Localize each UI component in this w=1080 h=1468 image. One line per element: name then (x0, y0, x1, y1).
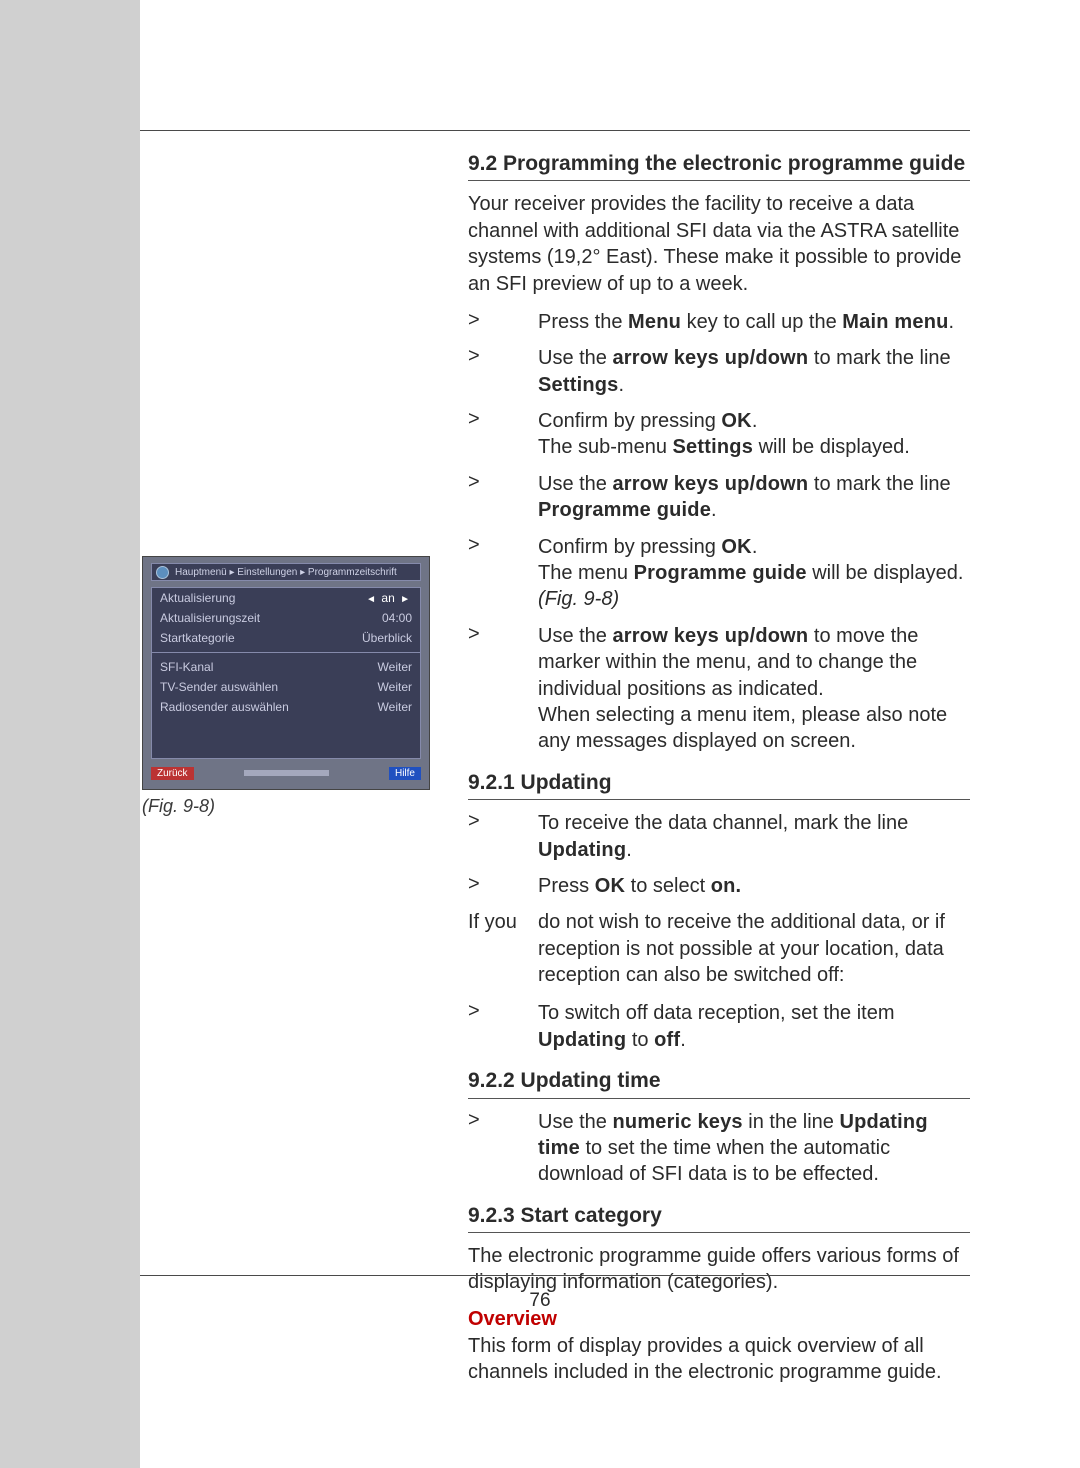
content-column: 9.2 Programming the electronic programme… (468, 150, 970, 1398)
overview-paragraph: This form of display provides a quick ov… (468, 1333, 970, 1386)
screenshot-separator (152, 652, 420, 653)
step-text: Confirm by pressing OK.The sub-menu Sett… (538, 408, 910, 461)
screenshot-row: TV-Sender auswählen Weiter (152, 677, 420, 697)
footer-bar (244, 770, 329, 776)
screenshot-row: Aktualisierungszeit 04:00 (152, 608, 420, 628)
step-text: Use the numeric keys in the line Updatin… (538, 1109, 970, 1188)
screenshot-row-value: Weiter (378, 700, 412, 714)
no-receive-paragraph: If you do not wish to receive the additi… (468, 909, 970, 988)
step-text: To receive the data channel, mark the li… (538, 810, 970, 863)
rule-top (140, 130, 970, 131)
step-text: Use the arrow keys up/down to move the m… (538, 623, 970, 755)
screenshot-row-label: TV-Sender auswählen (160, 680, 278, 694)
footer-help-button: Hilfe (389, 767, 421, 780)
screenshot-row: Startkategorie Überblick (152, 628, 420, 648)
step-marker: > (468, 873, 482, 899)
no-receive-rest: do not wish to receive the additional da… (538, 909, 970, 988)
steps-group-b: > To receive the data channel, mark the l… (468, 810, 970, 899)
screenshot-row-label: Aktualisierung (160, 591, 235, 605)
screenshot-row-label: Radiosender auswählen (160, 700, 289, 714)
figure-caption: (Fig. 9-8) (142, 796, 442, 817)
screenshot-row-value: ◄ an ► (364, 591, 412, 605)
step-row: > Use the numeric keys in the line Updati… (468, 1109, 970, 1188)
footer-back-button: Zurück (151, 767, 194, 780)
intro-paragraph: Your receiver provides the facility to r… (468, 191, 970, 297)
screenshot-row-value: 04:00 (382, 611, 412, 625)
logo-disc-icon (156, 566, 169, 579)
figure-9-8: Hauptmenü ▸ Einstellungen ▸ Programmzeit… (142, 556, 442, 817)
screenshot-row-label: Aktualisierungszeit (160, 611, 260, 625)
step-row: > Use the arrow keys up/down to mark the … (468, 471, 970, 524)
screenshot-row-label: Startkategorie (160, 631, 235, 645)
no-receive-lead: If you (468, 909, 538, 988)
step-row: > Confirm by pressing OK.The menu Program… (468, 534, 970, 613)
heading-9-2-2: 9.2.2 Updating time (468, 1067, 970, 1098)
step-text: Press OK to select on. (538, 873, 741, 899)
left-margin-band (0, 0, 140, 1468)
screenshot-row-value: Weiter (378, 680, 412, 694)
step-marker: > (468, 1109, 482, 1188)
heading-9-2-3: 9.2.3 Start category (468, 1202, 970, 1233)
heading-9-2: 9.2 Programming the electronic programme… (468, 150, 970, 181)
step-marker: > (468, 345, 482, 398)
step-text: Use the arrow keys up/down to mark the l… (538, 471, 970, 524)
step-text: Confirm by pressing OK.The menu Programm… (538, 534, 970, 613)
step-marker: > (468, 623, 482, 755)
step-text: Press the Menu key to call up the Main m… (538, 309, 954, 335)
step-text: To switch off data reception, set the it… (538, 1000, 970, 1053)
step-row: > Confirm by pressing OK.The sub-menu Set… (468, 408, 970, 461)
step-marker: > (468, 309, 482, 335)
start-category-paragraph: The electronic programme guide offers va… (468, 1243, 970, 1296)
screenshot-footer: Zurück Hilfe (151, 765, 421, 781)
steps-group-c: > To switch off data reception, set the i… (468, 1000, 970, 1053)
step-row: > Use the arrow keys up/down to move the … (468, 623, 970, 755)
step-row: > To switch off data reception, set the i… (468, 1000, 970, 1053)
step-marker: > (468, 810, 482, 863)
step-row: > Press the Menu key to call up the Main … (468, 309, 970, 335)
step-marker: > (468, 471, 482, 524)
step-marker: > (468, 408, 482, 461)
page: 9.2 Programming the electronic programme… (0, 0, 1080, 1468)
step-row: > To receive the data channel, mark the l… (468, 810, 970, 863)
step-marker: > (468, 1000, 482, 1053)
step-text: Use the arrow keys up/down to mark the l… (538, 345, 970, 398)
step-row: > Use the arrow keys up/down to mark the … (468, 345, 970, 398)
screenshot-row: Aktualisierung ◄ an ► (152, 588, 420, 608)
heading-9-2-1: 9.2.1 Updating (468, 769, 970, 800)
screenshot-header: Hauptmenü ▸ Einstellungen ▸ Programmzeit… (151, 563, 421, 581)
screenshot-row: Radiosender auswählen Weiter (152, 697, 420, 717)
screenshot-row-value: Überblick (362, 631, 412, 645)
screenshot-box: Hauptmenü ▸ Einstellungen ▸ Programmzeit… (142, 556, 430, 790)
screenshot-body: Aktualisierung ◄ an ► Aktualisierungszeit 0… (151, 587, 421, 759)
step-row: > Press OK to select on. (468, 873, 970, 899)
rule-bottom (140, 1275, 970, 1276)
page-number: 76 (0, 1290, 1080, 1312)
screenshot-row: SFI-Kanal Weiter (152, 657, 420, 677)
screenshot-row-label: SFI-Kanal (160, 660, 213, 674)
breadcrumb-text: Hauptmenü ▸ Einstellungen ▸ Programmzeit… (175, 567, 397, 578)
step-marker: > (468, 534, 482, 613)
steps-group-d: > Use the numeric keys in the line Updati… (468, 1109, 970, 1188)
screenshot-row-value: Weiter (378, 660, 412, 674)
steps-group-a: > Press the Menu key to call up the Main … (468, 309, 970, 755)
